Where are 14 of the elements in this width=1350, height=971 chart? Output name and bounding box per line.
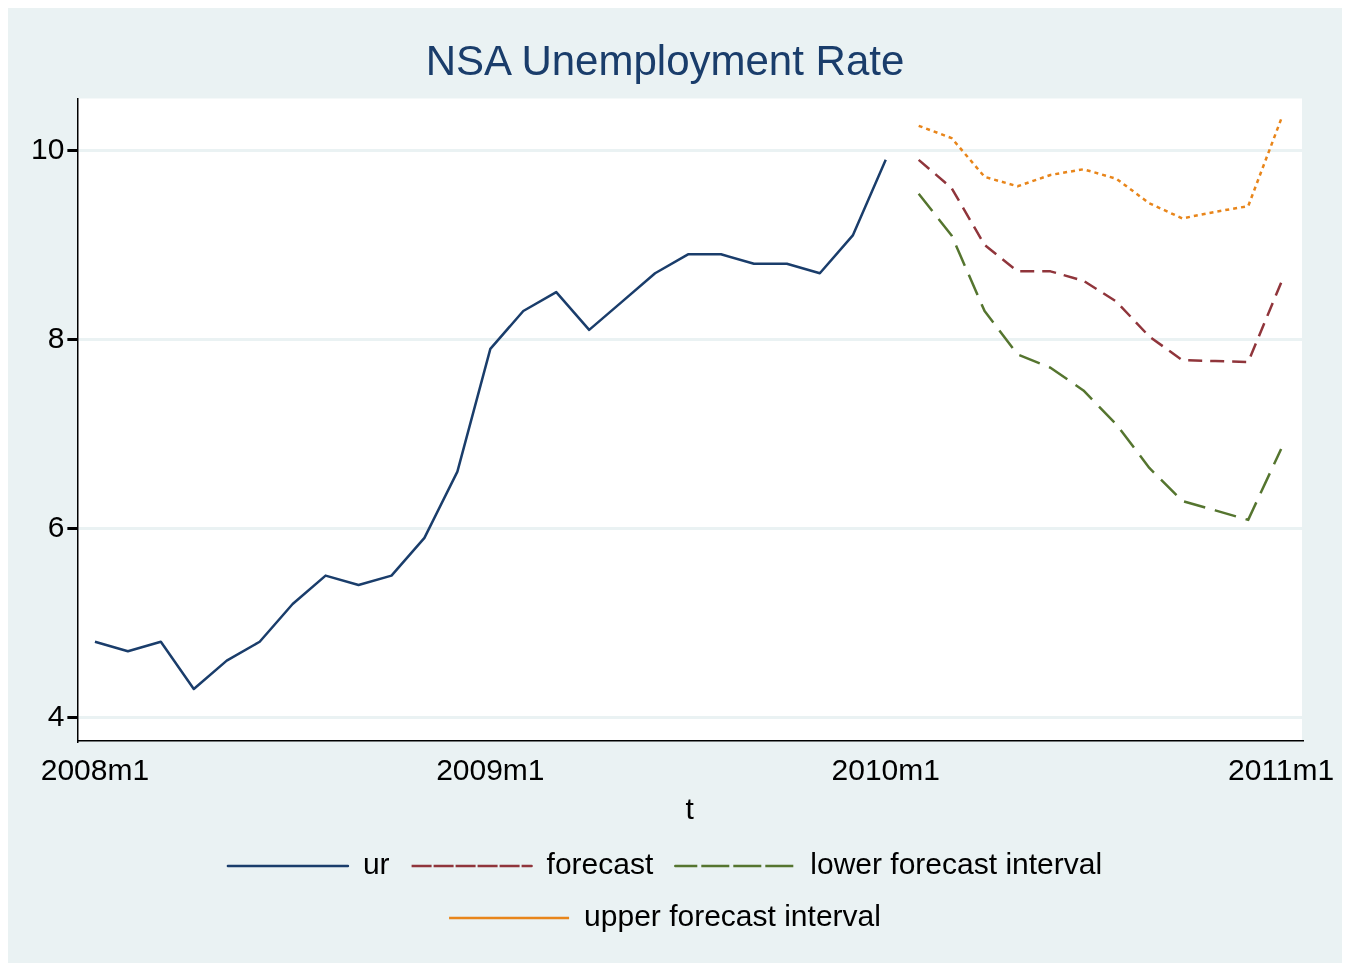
y-tick-label: 10: [30, 131, 65, 165]
y-tick-label: 4: [47, 698, 65, 732]
x-tick-label: 2011m1: [1228, 753, 1335, 787]
y-tick-label: 6: [47, 509, 65, 543]
x-tick-label: 2010m1: [831, 753, 940, 787]
legend-label: lower forecast interval: [810, 847, 1103, 881]
legend-label: upper forecast interval: [584, 899, 881, 933]
x-tick-label: 2009m1: [436, 753, 545, 787]
legend-label: forecast: [546, 847, 654, 881]
x-tick-label: 2008m1: [40, 753, 150, 787]
x-axis-title: t: [685, 792, 695, 826]
chart-title: NSA Unemployment Rate: [425, 36, 905, 84]
y-tick-label: 8: [47, 320, 65, 354]
legend-label: ur: [362, 847, 390, 881]
